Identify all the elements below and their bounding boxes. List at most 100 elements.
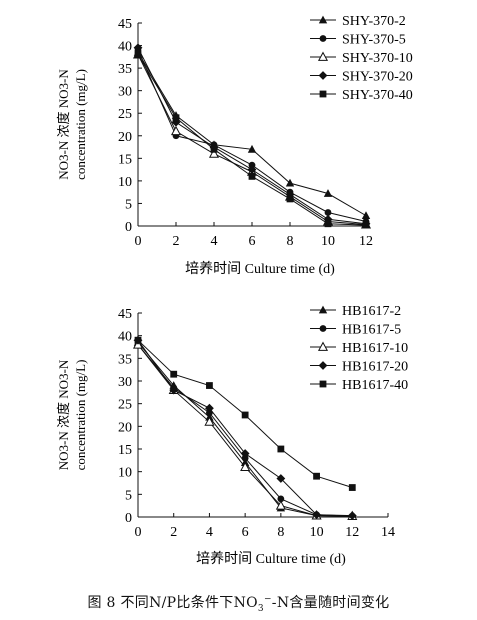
series-SHY-370-20 — [133, 43, 371, 229]
data-point — [134, 51, 142, 58]
x-tick-label: 6 — [242, 525, 249, 540]
data-point — [248, 161, 256, 169]
series-line — [137, 54, 367, 226]
data-point — [324, 209, 332, 216]
data-point — [208, 148, 220, 158]
series-HB1617-40 — [134, 336, 356, 491]
data-point — [323, 189, 333, 197]
data-point — [313, 472, 320, 480]
data-point — [285, 178, 295, 187]
y-axis-label-line1: NO3-N 浓度 NO3-N — [56, 359, 71, 470]
data-point — [247, 165, 257, 175]
y-tick-label: 10 — [118, 466, 132, 481]
x-tick-label: 12 — [359, 234, 373, 249]
data-point — [240, 461, 251, 472]
data-point — [172, 114, 180, 122]
y-tick-label: 45 — [118, 307, 132, 322]
legend-label: SHY-370-10 — [342, 51, 413, 66]
data-point — [241, 411, 249, 419]
data-point — [241, 454, 249, 462]
data-point — [134, 336, 142, 344]
figure-caption: 图 8 不同N/P比条件下NO3−-N含量随时间变化 — [0, 592, 477, 614]
y-axis-label-line2: concentration (mg/L) — [73, 360, 88, 471]
y-tick-label: 25 — [118, 398, 132, 413]
legend-label: HB1617-20 — [342, 360, 408, 375]
series-SHY-370-2 — [133, 47, 371, 220]
data-point — [285, 190, 295, 199]
x-tick-label: 8 — [287, 234, 294, 249]
data-point — [133, 43, 143, 53]
data-point — [277, 495, 285, 503]
y-tick-label: 30 — [118, 375, 132, 390]
data-point — [323, 214, 333, 224]
x-tick-label: 12 — [345, 525, 359, 540]
y-tick-label: 15 — [118, 443, 132, 458]
legend-label: HB1617-2 — [342, 304, 401, 319]
legend-marker — [319, 380, 327, 388]
data-point — [286, 195, 294, 203]
y-tick-label: 30 — [118, 85, 132, 100]
legend-label: SHY-370-5 — [342, 33, 406, 48]
caption-text-sup: − — [263, 594, 272, 605]
legend-marker — [319, 325, 327, 332]
caption-text-post: -N含量随时间变化 — [271, 595, 390, 611]
data-point — [362, 221, 370, 229]
y-tick-label: 0 — [125, 511, 132, 526]
series-SHY-370-40 — [134, 51, 370, 229]
x-axis-label: 培养时间 Culture time (d) — [185, 261, 335, 277]
legend-marker — [317, 341, 329, 351]
x-axis-label: 培养时间 Culture time (d) — [196, 551, 346, 567]
legend-marker — [318, 71, 328, 80]
series-line — [137, 47, 367, 225]
data-point — [248, 172, 256, 180]
y-tick-label: 20 — [118, 130, 132, 145]
legend-marker — [318, 15, 328, 24]
y-tick-label: 40 — [118, 40, 132, 55]
legend-label: SHY-370-20 — [342, 70, 413, 85]
data-point — [347, 511, 357, 521]
legend-label: HB1617-10 — [342, 341, 408, 356]
data-point — [277, 445, 285, 453]
legend-marker — [319, 35, 327, 42]
data-point — [348, 484, 356, 491]
x-tick-label: 8 — [277, 525, 284, 540]
x-tick-label: 2 — [170, 525, 177, 540]
x-tick-label: 10 — [321, 234, 335, 249]
data-point — [324, 220, 332, 228]
series-SHY-370-10 — [132, 49, 372, 229]
data-point — [275, 500, 286, 510]
legend-marker — [319, 90, 327, 98]
y-tick-label: 0 — [125, 220, 132, 235]
x-tick-label: 10 — [310, 525, 324, 540]
data-point — [361, 211, 371, 220]
y-tick-label: 25 — [118, 107, 132, 122]
data-point — [247, 144, 257, 153]
y-axis-label-line1: NO3-N 浓度 NO3-N — [56, 69, 71, 180]
data-point — [206, 382, 213, 389]
y-tick-label: 45 — [118, 17, 132, 32]
y-tick-label: 40 — [118, 330, 132, 345]
chart-panel-2: 0 5 10 15 20 25 30 35 40 45 0 2 4 6 8 10 12 14 培养时间 Cultur… — [56, 304, 408, 567]
caption-text-sub: 3 — [257, 603, 264, 614]
data-point — [169, 385, 179, 395]
data-point — [276, 474, 286, 483]
y-tick-label: 5 — [125, 488, 132, 503]
y-tick-label: 35 — [118, 62, 132, 77]
x-tick-label: 0 — [135, 525, 142, 540]
y-tick-label: 20 — [118, 420, 132, 435]
data-point — [240, 449, 250, 458]
y-tick-label: 10 — [118, 175, 132, 190]
data-point — [205, 403, 214, 413]
y-tick-label: 15 — [118, 152, 132, 167]
x-tick-label: 4 — [211, 234, 218, 249]
legend-label: HB1617-40 — [342, 378, 408, 393]
series-line — [137, 54, 367, 226]
data-point — [170, 370, 178, 378]
legend-label: SHY-370-40 — [342, 88, 413, 103]
chart-panel-1: 0 5 10 15 20 25 30 35 40 45 0 2 4 6 8 10 12 培养时间 Culture … — [56, 14, 413, 277]
y-axis-label-line2: concentration (mg/L) — [73, 69, 88, 180]
x-tick-label: 2 — [173, 234, 180, 249]
y-tick-label: 5 — [125, 197, 132, 212]
y-tick-label: 35 — [118, 352, 132, 367]
series-SHY-370-5 — [134, 46, 370, 225]
